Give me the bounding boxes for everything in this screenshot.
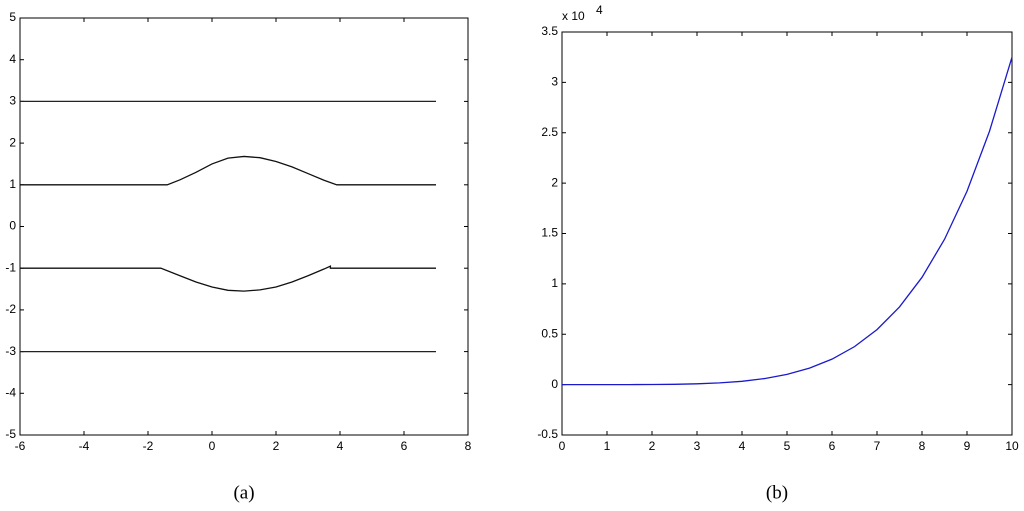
- x-tick-label: 9: [964, 439, 971, 453]
- data-line: [562, 57, 1013, 386]
- y-tick-label: 1: [551, 276, 558, 290]
- data-line: [20, 155, 436, 186]
- x-tick-label: 5: [784, 439, 791, 453]
- x-tick-label: 0: [209, 439, 216, 453]
- x-tick-label: 0: [559, 439, 566, 453]
- x-tick-label: 8: [465, 439, 472, 453]
- y-tick-label: 2: [551, 175, 558, 189]
- x-tick-label: -6: [15, 439, 26, 453]
- y-tick-label: 4: [9, 52, 16, 66]
- data-line: [20, 265, 436, 292]
- x-tick-label: 2: [649, 439, 656, 453]
- y-tick-label: 2.5: [541, 125, 558, 139]
- x-tick-label: 8: [919, 439, 926, 453]
- y-tick-label: 0.5: [541, 326, 558, 340]
- y-tick-label: 1.5: [541, 226, 558, 240]
- panel-caption: (b): [766, 482, 788, 503]
- y-tick-label: -4: [5, 385, 16, 399]
- y-multiplier-exponent: 4: [596, 3, 603, 17]
- x-tick-label: 1: [604, 439, 611, 453]
- y-tick-label: 3: [9, 94, 16, 108]
- plot-area: [19, 17, 469, 436]
- y-multiplier: x 10: [562, 9, 585, 23]
- x-tick-label: -4: [79, 439, 90, 453]
- x-tick-label: 4: [337, 439, 344, 453]
- x-tick-label: 2: [273, 439, 280, 453]
- y-tick-label: 3: [551, 75, 558, 89]
- y-tick-label: 3.5: [541, 24, 558, 38]
- y-tick-label: 1: [9, 177, 16, 191]
- x-tick-label: 6: [829, 439, 836, 453]
- y-tick-label: 2: [9, 135, 16, 149]
- panel-caption: (a): [233, 482, 254, 503]
- y-tick-label: -0.5: [537, 427, 558, 441]
- y-tick-label: -2: [5, 302, 16, 316]
- y-tick-label: 5: [9, 10, 16, 24]
- y-tick-label: -1: [5, 260, 16, 274]
- x-tick-label: -2: [143, 439, 154, 453]
- plot-area: [561, 31, 1013, 436]
- x-tick-label: 3: [694, 439, 701, 453]
- x-tick-label: 10: [1005, 439, 1019, 453]
- x-tick-label: 4: [739, 439, 746, 453]
- y-tick-label: 0: [551, 377, 558, 391]
- y-tick-label: 0: [9, 219, 16, 233]
- x-tick-label: 6: [401, 439, 408, 453]
- y-tick-label: -3: [5, 344, 16, 358]
- x-tick-label: 7: [874, 439, 881, 453]
- y-tick-label: -5: [5, 427, 16, 441]
